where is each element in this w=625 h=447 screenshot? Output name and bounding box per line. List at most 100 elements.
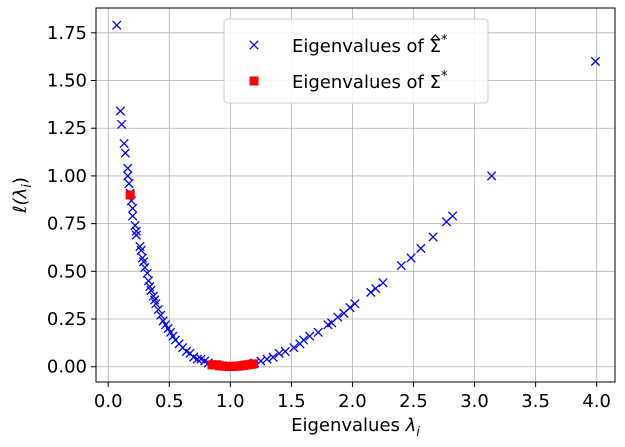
x-stroke	[120, 148, 130, 158]
data-point-x	[131, 226, 141, 236]
y-tick-label: 0.50	[47, 261, 87, 282]
data-point-x	[124, 178, 134, 189]
data-point-x	[123, 163, 133, 173]
data-point-x	[590, 56, 601, 67]
x-tick-label: 3.5	[521, 391, 550, 412]
data-point-x	[447, 211, 458, 221]
x-stroke	[145, 281, 155, 292]
data-point-x	[289, 342, 299, 353]
data-point-x	[487, 171, 497, 181]
x-stroke	[298, 335, 309, 345]
data-point-x	[153, 304, 163, 315]
data-point-x	[146, 285, 156, 296]
y-tick-label: 1.00	[47, 166, 87, 187]
data-point-x	[130, 220, 140, 231]
x-stroke	[136, 245, 146, 255]
data-point-x	[345, 302, 355, 313]
x-stroke	[165, 327, 176, 338]
legend-entry-true: Eigenvalues of Σ*	[249, 69, 448, 93]
data-point-x	[256, 356, 266, 366]
data-point-x	[396, 260, 406, 271]
x-stroke	[168, 331, 178, 341]
x-stroke	[163, 323, 173, 334]
data-point-x	[142, 268, 152, 278]
x-stroke	[280, 346, 290, 357]
data-point-x	[280, 346, 290, 357]
x-stroke	[181, 346, 192, 357]
y-tick-label: 1.50	[47, 71, 87, 92]
data-point-x	[115, 106, 126, 116]
x-axis-ticks: 0.0 0.5 1.0 1.5 2.0 2.5 3.0 3.5 4.0	[94, 382, 611, 412]
x-stroke	[116, 119, 127, 130]
data-point-square	[125, 190, 135, 200]
y-tick-label: 1.75	[47, 23, 87, 44]
data-point-x	[350, 299, 360, 309]
x-stroke	[119, 138, 129, 149]
x-stroke	[192, 354, 203, 364]
x-stroke	[112, 20, 122, 30]
x-tick-label: 2.5	[399, 391, 428, 412]
x-stroke	[416, 243, 426, 254]
y-axis-label: ℓ(λi)	[10, 177, 35, 214]
series-estimated	[112, 20, 601, 368]
x-stroke	[131, 230, 141, 240]
x-stroke	[396, 260, 406, 271]
x-stroke	[487, 171, 497, 181]
x-stroke	[140, 262, 150, 273]
x-stroke	[428, 232, 438, 242]
data-point-x	[313, 327, 323, 338]
legend-label-estimated: Eigenvalues of Σ*	[292, 33, 448, 57]
data-point-x	[192, 354, 203, 364]
data-point-x	[143, 276, 154, 286]
x-stroke	[137, 253, 148, 263]
x-stroke	[447, 211, 458, 221]
x-stroke	[262, 354, 272, 364]
x-stroke	[149, 295, 160, 305]
y-tick-label: 0.75	[47, 214, 87, 235]
x-stroke	[345, 302, 355, 313]
x-stroke	[124, 178, 134, 189]
x-stroke	[143, 276, 154, 286]
data-point-x	[370, 283, 381, 294]
data-point-x	[333, 312, 343, 322]
x-stroke	[350, 299, 360, 309]
data-point-x	[274, 348, 284, 359]
data-point-x	[406, 253, 416, 263]
x-stroke	[256, 356, 266, 366]
x-stroke	[135, 241, 145, 252]
x-stroke	[115, 106, 126, 116]
data-point-x	[428, 232, 438, 242]
x-tick-label: 0.5	[155, 391, 184, 412]
x-stroke	[268, 352, 278, 362]
x-tick-label: 1.5	[277, 391, 306, 412]
x-stroke	[153, 304, 163, 315]
data-point-x	[136, 245, 146, 255]
data-point-x	[119, 138, 129, 149]
x-stroke	[189, 352, 199, 362]
x-stroke	[196, 354, 206, 364]
data-point-x	[112, 20, 122, 30]
y-tick-label: 0.25	[47, 309, 87, 330]
data-point-x	[262, 354, 272, 364]
data-point-x	[140, 262, 150, 273]
x-stroke	[274, 348, 284, 359]
x-stroke	[313, 327, 323, 338]
legend-x-marker	[249, 40, 259, 50]
data-point-x	[156, 310, 166, 320]
data-point-x	[127, 203, 138, 214]
plot-frame	[95, 7, 616, 383]
data-point-x	[366, 287, 376, 297]
legend-box	[223, 18, 489, 104]
x-stroke	[123, 171, 133, 181]
data-point-x	[127, 211, 138, 221]
x-stroke	[590, 56, 601, 67]
x-stroke	[131, 226, 141, 236]
legend-entry-estimated: Eigenvalues of Σ*	[249, 33, 448, 57]
x-stroke	[127, 203, 138, 214]
y-axis-ticks: 0.00 0.25 0.50 0.75 1.00 1.25 1.50 1.75	[47, 23, 96, 378]
x-stroke	[123, 163, 133, 173]
data-point-square	[249, 359, 259, 369]
data-point-x	[416, 243, 426, 254]
x-stroke	[127, 211, 138, 221]
